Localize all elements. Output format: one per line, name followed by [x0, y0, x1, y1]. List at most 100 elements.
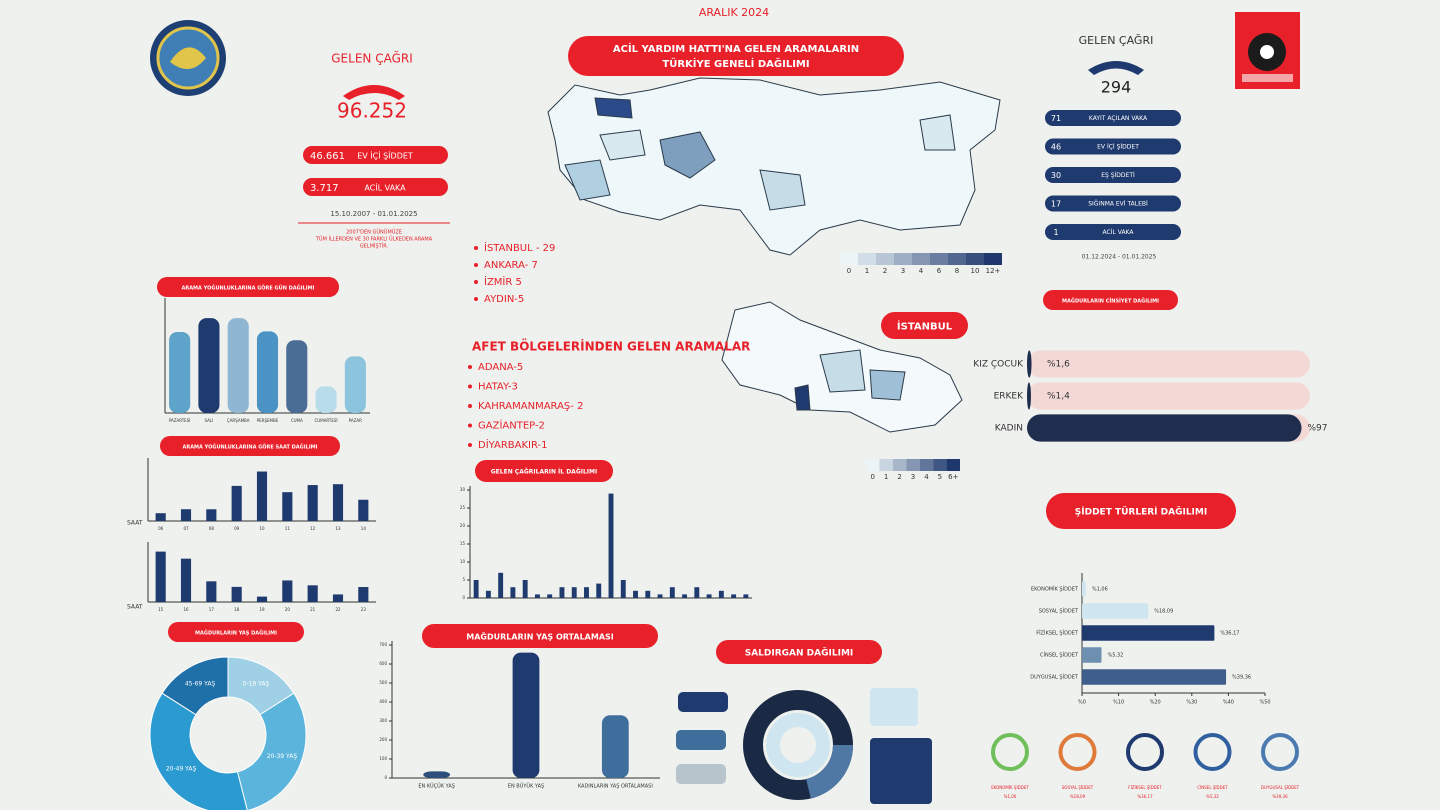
y-tick-label: 20	[460, 523, 466, 528]
icon-caption: EKONOMİK ŞİDDET	[991, 785, 1029, 790]
bar	[206, 509, 217, 521]
bar-track	[1027, 382, 1310, 410]
stat-value: 17	[1051, 200, 1061, 209]
legend-label: 6	[937, 267, 942, 275]
legend-label: 12+	[986, 267, 1001, 275]
legend-swatch	[858, 253, 876, 265]
bar	[256, 471, 268, 521]
legend-label: 1	[884, 473, 888, 481]
stat-pill	[1045, 195, 1181, 212]
legend-label: 5	[938, 473, 942, 481]
bar	[534, 594, 540, 598]
title-pill	[422, 624, 658, 648]
x-tick-label: %40	[1223, 700, 1234, 706]
date: ARALIK 2024	[699, 6, 769, 19]
violence-icon	[991, 733, 1029, 771]
x-tick-label: %10	[1113, 700, 1124, 706]
y-tick-label: 25	[460, 505, 466, 510]
bar	[344, 356, 366, 413]
legend-label: 8	[955, 267, 959, 275]
main-title: TÜRKİYE GENELİ DAĞILIMI	[662, 56, 809, 70]
x-tick-label: 09	[234, 526, 240, 531]
legend-label: 6+	[948, 473, 958, 481]
city-item: AYDIN-5	[484, 294, 524, 305]
y-tick-label: 500	[379, 680, 387, 685]
title-pill	[1043, 290, 1178, 310]
bar	[731, 594, 737, 598]
total-label: GELEN ÇAĞRI	[331, 51, 413, 66]
bullet	[468, 384, 472, 389]
bullet	[474, 297, 478, 301]
bar	[286, 340, 308, 413]
note: 2007'DEN GÜNÜMÜZE	[346, 229, 402, 236]
phone-icon	[1088, 61, 1144, 75]
legend-label: 3	[911, 473, 915, 481]
bar	[1027, 382, 1031, 410]
stat-label: EV İÇİ ŞİDDET	[1097, 144, 1139, 151]
bullet	[468, 404, 472, 408]
value-label: %1,06	[1092, 587, 1108, 593]
y-tick-label: EKONOMİK ŞİDDET	[1031, 586, 1079, 593]
bar	[657, 594, 663, 598]
x-tick-label: ÇARŞAMBA	[227, 418, 250, 423]
y-tick-label: 30	[460, 487, 466, 492]
bar	[633, 590, 638, 598]
x-axis-label: SAAT	[127, 604, 143, 611]
bar	[315, 386, 337, 413]
disaster-item: DİYARBAKIR-1	[478, 438, 548, 451]
x-tick-label: 17	[209, 607, 215, 612]
icon-value: %36,17	[1137, 794, 1153, 799]
slice-label: 0-19 YAŞ	[243, 681, 270, 688]
bar	[198, 318, 220, 413]
legend-swatch	[906, 459, 920, 471]
icon-value: %18,09	[1070, 794, 1086, 799]
icon-caption: FİZİKSEL ŞİDDET	[1128, 785, 1162, 790]
stat-pill	[303, 178, 448, 196]
x-tick-label: 08	[209, 526, 215, 531]
bar	[307, 585, 318, 602]
monthly-value: 294	[1101, 78, 1132, 97]
bar	[169, 331, 191, 413]
icon-value: %5,32	[1206, 794, 1219, 799]
bar	[718, 590, 724, 598]
x-tick-label: %30	[1186, 700, 1197, 706]
value-label: %1,4	[1047, 392, 1070, 402]
bar	[512, 652, 540, 778]
bar	[231, 586, 242, 602]
y-tick-label: 15	[460, 541, 466, 546]
stat-value: 1	[1053, 228, 1058, 237]
title-pill	[716, 640, 882, 664]
bar	[596, 583, 602, 598]
stat-value: 46.661	[310, 151, 345, 162]
x-tick-label: 12	[310, 526, 316, 531]
legend-label: 3	[901, 267, 905, 275]
legend-swatch	[840, 253, 858, 265]
title-pill	[881, 312, 968, 339]
legend-label: 1	[865, 267, 869, 275]
x-tick-label: %0	[1078, 700, 1086, 706]
legend-swatch	[966, 253, 984, 265]
x-tick-label: 19	[259, 607, 265, 612]
bar-track	[1027, 350, 1310, 378]
bar	[155, 513, 166, 521]
bar	[1027, 350, 1032, 378]
title-pill	[1046, 493, 1236, 529]
x-tick-label: CUMARTESİ	[315, 418, 338, 423]
value-label: %97	[1308, 424, 1328, 434]
total-value: 96.252	[337, 99, 407, 123]
title-pill	[568, 36, 904, 76]
pie-slice	[236, 692, 307, 810]
bar	[282, 492, 293, 521]
bar	[669, 587, 675, 598]
legend-swatch	[876, 253, 894, 265]
y-tick-label: 300	[379, 718, 387, 723]
y-tick-label: 0	[384, 775, 387, 780]
x-tick-label: 21	[310, 607, 316, 612]
bar	[559, 587, 565, 598]
section-title: ARAMA YOĞUNLUKLARINA GÖRE GÜN DAĞILIMI	[181, 285, 314, 292]
bar	[227, 318, 249, 413]
bar	[1082, 603, 1149, 619]
title-pill	[160, 436, 340, 456]
hotline-logo	[1235, 12, 1300, 89]
